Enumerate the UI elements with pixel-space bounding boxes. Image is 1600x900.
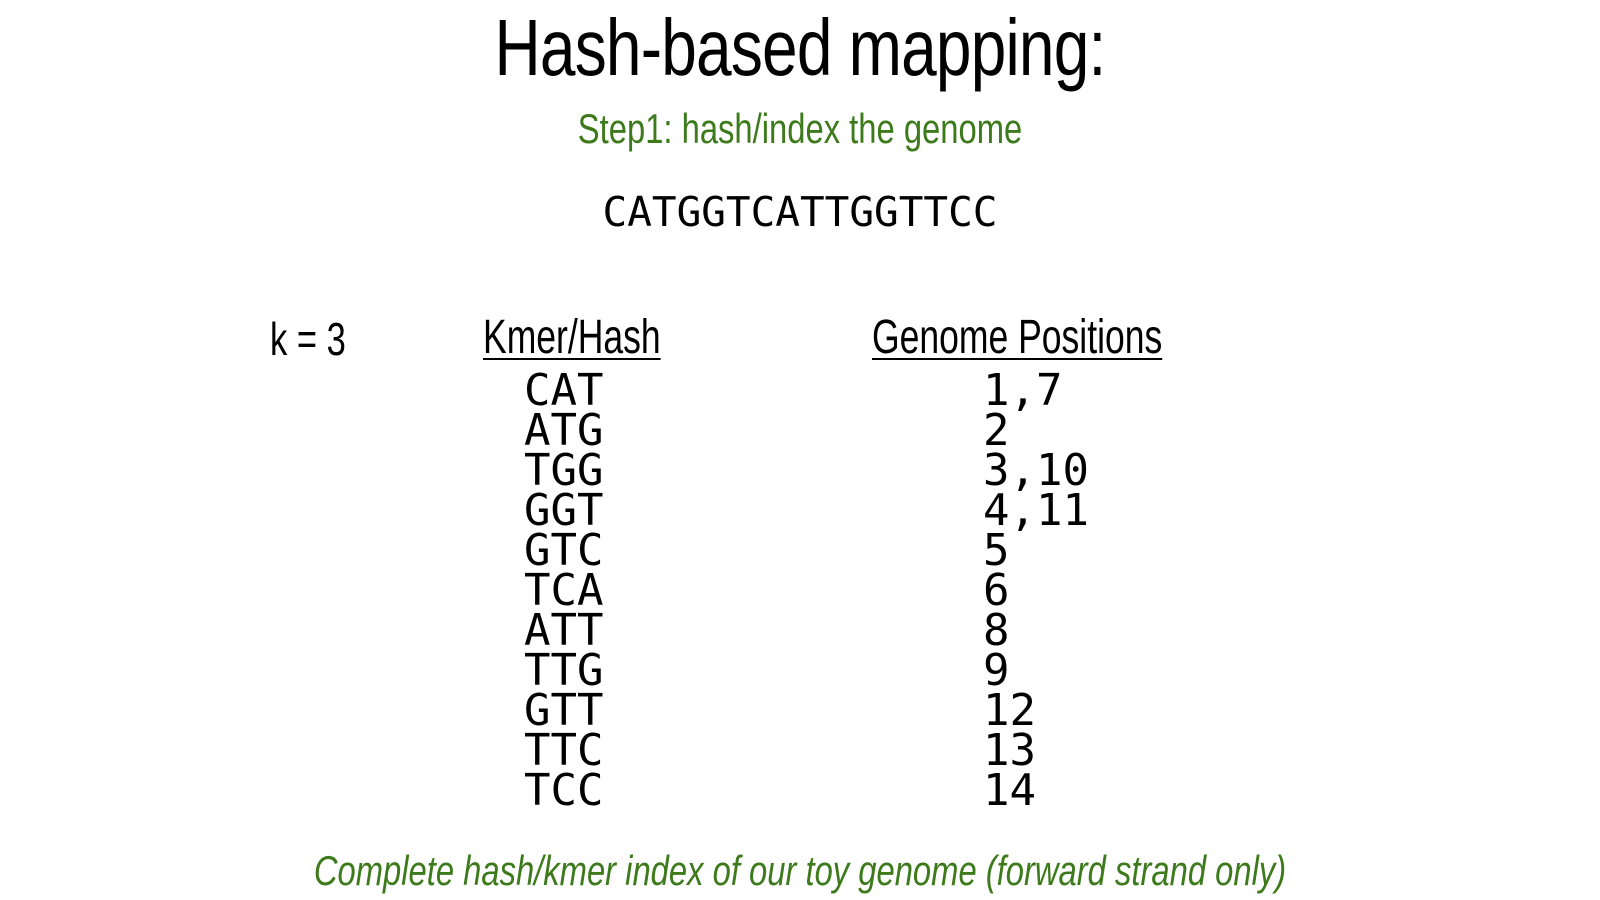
positions-cell: 1,7 [983,365,1063,416]
kmer-cell: ATG [524,405,604,456]
genome-sequence: CATGGTCATTGGTTCC [602,188,998,236]
slide-caption: Complete hash/kmer index of our toy geno… [313,847,1287,894]
kmer-cell: GTC [524,525,604,576]
slide-subtitle: Step1: hash/index the genome [577,105,1023,152]
positions-cell: 5 [983,525,1010,576]
positions-cell: 12 [983,685,1036,736]
kmer-cell: TTG [524,645,604,696]
kmer-cell: TCC [524,765,604,816]
kmer-cell: TGG [524,445,604,496]
kmer-cell: CAT [524,365,604,416]
kmer-cell: TCA [524,565,604,616]
positions-cell: 2 [983,405,1010,456]
positions-cell: 3,10 [983,445,1089,496]
positions-cell: 6 [983,565,1010,616]
positions-cell: 8 [983,605,1010,656]
positions-cell: 4,11 [983,485,1089,536]
slide-title: Hash-based mapping: [494,3,1107,92]
kmer-cell: GGT [524,485,604,536]
kmer-column-header: Kmer/Hash [483,311,661,364]
k-value-label: k = 3 [270,313,346,365]
kmer-cell: GTT [524,685,604,736]
positions-column-header: Genome Positions [872,311,1163,364]
positions-cell: 14 [983,765,1036,816]
kmer-cell: ATT [524,605,604,656]
positions-list: 1,7 2 3,10 4,11 5 6 8 9 12 13 14 [983,365,1089,816]
kmer-list: CAT ATG TGG GGT GTC TCA ATT TTG GTT TTC … [524,365,604,816]
kmer-cell: TTC [524,725,604,776]
positions-cell: 9 [983,645,1010,696]
positions-cell: 13 [983,725,1036,776]
